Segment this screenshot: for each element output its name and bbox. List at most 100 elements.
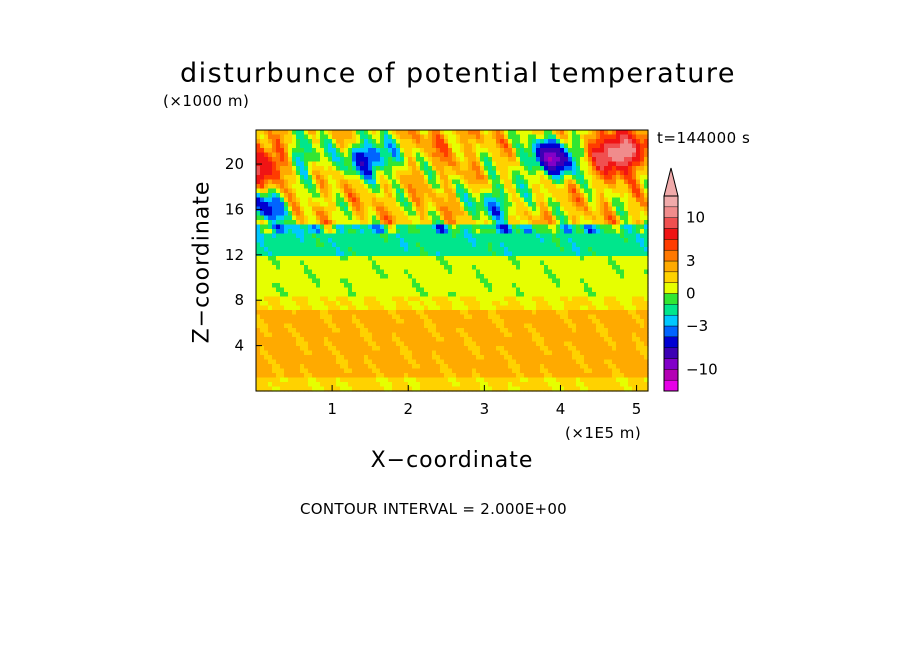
field-cell — [260, 355, 265, 361]
field-cell — [516, 256, 521, 262]
field-cell — [260, 247, 265, 253]
field-cell — [588, 247, 593, 253]
field-cell — [608, 305, 613, 311]
field-cell — [628, 220, 633, 226]
field-cell — [384, 256, 389, 262]
field-cell — [396, 310, 401, 316]
field-cell — [584, 319, 589, 325]
field-cell — [332, 310, 337, 316]
field-cell — [368, 148, 373, 154]
field-cell — [280, 224, 285, 230]
field-cell — [332, 251, 337, 257]
field-cell — [616, 188, 621, 194]
field-cell — [328, 193, 333, 199]
field-cell — [424, 355, 429, 361]
field-cell — [392, 220, 397, 226]
field-cell — [428, 296, 433, 302]
field-cell — [632, 296, 637, 302]
field-cell — [332, 278, 337, 284]
field-cell — [260, 188, 265, 194]
field-cell — [560, 134, 565, 140]
field-cell — [288, 220, 293, 226]
field-cell — [364, 188, 369, 194]
field-cell — [596, 179, 601, 185]
field-cell — [284, 161, 289, 167]
field-cell — [604, 179, 609, 185]
field-cell — [276, 274, 281, 280]
field-cell — [596, 260, 601, 266]
field-cell — [536, 287, 541, 293]
field-cell — [404, 130, 409, 136]
field-cell — [336, 265, 341, 271]
field-cell — [408, 157, 413, 163]
field-cell — [268, 229, 273, 235]
field-cell — [528, 175, 533, 181]
field-cell — [436, 341, 441, 347]
field-cell — [292, 179, 297, 185]
field-cell — [484, 283, 489, 289]
field-cell — [436, 179, 441, 185]
field-cell — [308, 161, 313, 167]
field-cell — [604, 296, 609, 302]
field-cell — [556, 179, 561, 185]
field-cell — [492, 233, 497, 239]
field-cell — [456, 260, 461, 266]
field-cell — [468, 206, 473, 212]
field-cell — [316, 341, 321, 347]
field-cell — [404, 242, 409, 248]
field-cell — [360, 332, 365, 338]
field-cell — [504, 242, 509, 248]
field-cell — [600, 274, 605, 280]
field-cell — [332, 197, 337, 203]
field-cell — [404, 296, 409, 302]
field-cell — [380, 193, 385, 199]
field-cell — [344, 220, 349, 226]
field-cell — [472, 193, 477, 199]
field-cell — [624, 224, 629, 230]
field-cell — [528, 148, 533, 154]
field-cell — [404, 134, 409, 140]
field-cell — [304, 139, 309, 145]
field-cell — [520, 332, 525, 338]
field-cell — [340, 256, 345, 262]
field-cell — [484, 301, 489, 307]
field-cell — [512, 332, 517, 338]
field-cell — [340, 188, 345, 194]
field-cell — [436, 337, 441, 343]
field-cell — [580, 265, 585, 271]
field-cell — [352, 224, 357, 230]
field-cell — [296, 269, 301, 275]
field-cell — [504, 224, 509, 230]
field-cell — [304, 256, 309, 262]
field-cell — [276, 328, 281, 334]
field-cell — [632, 166, 637, 172]
field-cell — [568, 310, 573, 316]
field-cell — [376, 265, 381, 271]
field-cell — [512, 256, 517, 262]
field-cell — [424, 305, 429, 311]
field-cell — [488, 161, 493, 167]
field-cell — [356, 179, 361, 185]
field-cell — [524, 134, 529, 140]
field-cell — [588, 305, 593, 311]
field-cell — [292, 350, 297, 356]
field-cell — [384, 314, 389, 320]
field-cell — [452, 148, 457, 154]
field-cell — [572, 319, 577, 325]
field-cell — [476, 296, 481, 302]
field-cell — [508, 130, 513, 136]
field-cell — [516, 220, 521, 226]
field-cell — [256, 260, 261, 266]
field-cell — [332, 292, 337, 298]
field-cell — [596, 296, 601, 302]
field-cell — [368, 139, 373, 145]
field-cell — [616, 242, 621, 248]
field-cell — [452, 242, 457, 248]
field-cell — [512, 301, 517, 307]
field-cell — [264, 319, 269, 325]
field-cell — [356, 197, 361, 203]
field-cell — [344, 175, 349, 181]
field-cell — [376, 337, 381, 343]
field-cell — [624, 274, 629, 280]
field-cell — [360, 157, 365, 163]
